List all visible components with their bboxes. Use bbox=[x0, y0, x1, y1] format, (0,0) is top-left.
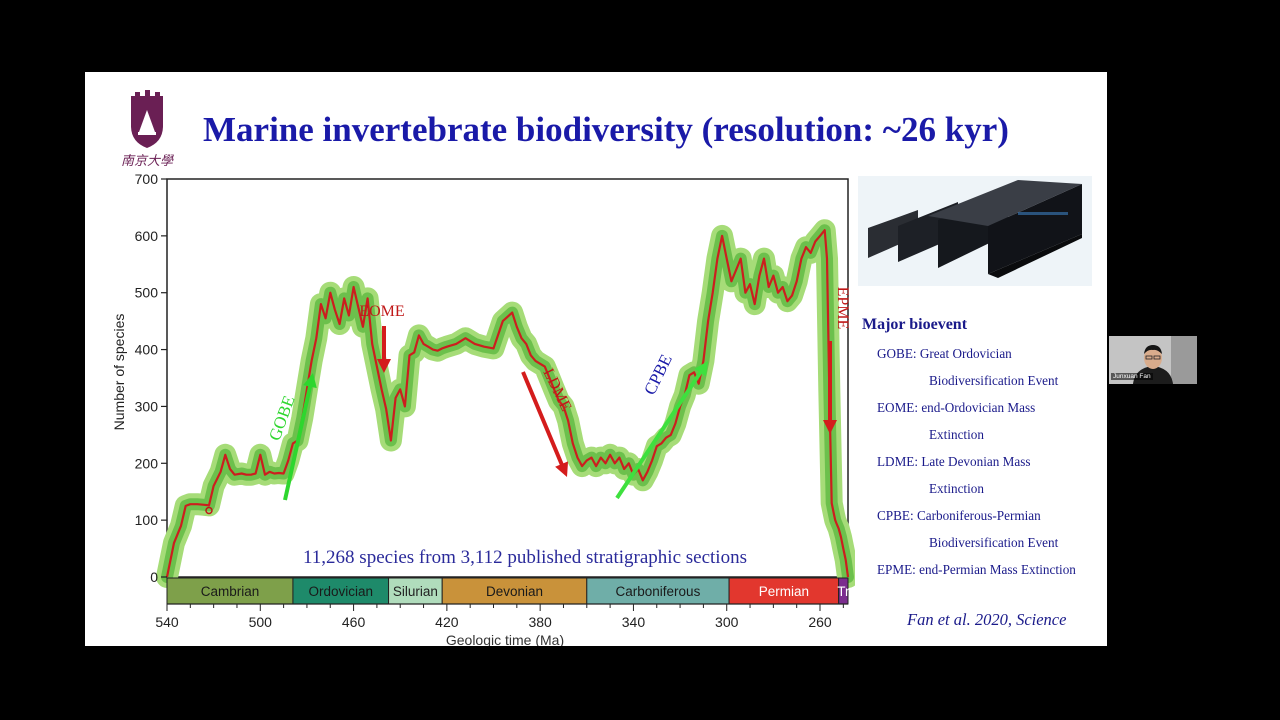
x-tick-label: 260 bbox=[808, 614, 832, 630]
legend-item-gobe: GOBE: Great Ordovician Biodiversificatio… bbox=[862, 340, 1107, 394]
period-label: Devonian bbox=[486, 584, 543, 599]
arrow-head bbox=[377, 359, 391, 373]
bioevent-label: EPME bbox=[834, 287, 851, 330]
chart-axes: 0 100 200 300 400 500 600 700 540 500 460 420 380 340… bbox=[135, 171, 848, 630]
y-tick-label: 300 bbox=[135, 398, 159, 414]
legend-item-line1: CPBE: Carboniferous-Permian bbox=[877, 508, 1041, 523]
y-tick-label: 0 bbox=[150, 569, 158, 585]
period-label: Cambrian bbox=[201, 584, 260, 599]
legend-item-line1: EOME: end-Ordovician Mass bbox=[877, 400, 1036, 415]
y-tick-label: 400 bbox=[135, 342, 159, 358]
x-tick-label: 340 bbox=[622, 614, 646, 630]
logo-text: 南京大學 bbox=[121, 153, 174, 169]
legend-item-line2: Extinction bbox=[929, 481, 984, 496]
legend-item-cpbe: CPBE: Carboniferous-Permian Biodiversifi… bbox=[862, 502, 1107, 556]
legend-item-epme: EPME: end-Permian Mass Extinction bbox=[862, 556, 1107, 583]
arrow-head bbox=[303, 373, 317, 389]
webcam-thumbnail[interactable]: Junxuan Fan bbox=[1109, 336, 1197, 384]
legend-item-line1: LDME: Late Devonian Mass bbox=[877, 454, 1031, 469]
period-box bbox=[292, 577, 390, 605]
plot-frame bbox=[166, 178, 849, 578]
crest-icon bbox=[131, 90, 163, 148]
y-tick-label: 100 bbox=[135, 512, 159, 528]
arrow-shaft bbox=[521, 371, 565, 469]
eome-arrow bbox=[377, 326, 391, 373]
ldme-arrow bbox=[521, 371, 569, 477]
y-tick-label: 200 bbox=[135, 455, 159, 471]
legend-item-line2: Extinction bbox=[929, 427, 984, 442]
chart-annotation: 11,268 species from 3,112 published stra… bbox=[303, 547, 747, 568]
legend-item-line1: EPME: end-Permian Mass Extinction bbox=[877, 562, 1076, 577]
x-axis-label: Geologic time (Ma) bbox=[446, 632, 564, 646]
legend-item-eome: EOME: end-Ordovician Mass Extinction bbox=[862, 394, 1107, 448]
period-label: Silurian bbox=[393, 584, 438, 599]
chart-plot-area bbox=[156, 178, 855, 588]
x-tick-label: 420 bbox=[435, 614, 459, 630]
epme-arrow bbox=[823, 341, 837, 434]
legend-item-line2: Biodiversification Event bbox=[929, 535, 1059, 550]
period-label: Ordovician bbox=[308, 584, 373, 599]
y-tick-label: 600 bbox=[135, 228, 159, 244]
slide: 南京大學 Marine invertebrate biodiversity (r… bbox=[85, 72, 1107, 646]
arrow-head bbox=[694, 361, 708, 377]
arrow-head bbox=[555, 461, 569, 477]
period-box bbox=[441, 577, 588, 605]
period-bar: Cambrian Ordovician Silurian Devonian Carbon… bbox=[166, 577, 850, 605]
period-box bbox=[728, 577, 840, 605]
gobe-arrow bbox=[283, 373, 317, 501]
university-logo: 南京大學 bbox=[121, 90, 174, 169]
slide-title: Marine invertebrate biodiversity (resolu… bbox=[203, 110, 1009, 149]
arrow-shaft bbox=[615, 368, 705, 500]
x-tick-label: 380 bbox=[528, 614, 552, 630]
bioevent-label: EOME bbox=[359, 303, 404, 320]
supercomputer-image bbox=[858, 176, 1092, 286]
y-tick-label: 500 bbox=[135, 285, 159, 301]
period-label: Carboniferous bbox=[616, 584, 701, 599]
x-tick-label: 500 bbox=[249, 614, 273, 630]
diversity-series-line bbox=[165, 229, 850, 578]
start-marker bbox=[205, 506, 213, 515]
cpbe-arrow bbox=[615, 361, 708, 500]
x-tick-label: 460 bbox=[342, 614, 366, 630]
legend-item-line1: GOBE: Great Ordovician bbox=[877, 346, 1012, 361]
bioevent-legend: Major bioevent GOBE: Great Ordovician Bi… bbox=[862, 316, 1107, 583]
period-label: Tr bbox=[837, 584, 850, 599]
legend-item-ldme: LDME: Late Devonian Mass Extinction bbox=[862, 448, 1107, 502]
x-tick-label: 540 bbox=[155, 614, 179, 630]
biodiversity-chart: Cambrian Ordovician Silurian Devonian Carbon… bbox=[111, 171, 855, 646]
legend-title: Major bioevent bbox=[862, 316, 968, 333]
period-label: Permian bbox=[759, 584, 809, 599]
arrow-head bbox=[823, 420, 837, 434]
legend-item-line2: Biodiversification Event bbox=[929, 373, 1059, 388]
citation: Fan et al. 2020, Science bbox=[907, 610, 1067, 629]
y-axis-label: Number of species bbox=[111, 314, 127, 431]
webcam-name-label: Junxuan Fan bbox=[1111, 373, 1153, 380]
x-tick-label: 300 bbox=[715, 614, 739, 630]
y-tick-label: 700 bbox=[135, 171, 159, 187]
arrow-shaft bbox=[283, 382, 313, 501]
